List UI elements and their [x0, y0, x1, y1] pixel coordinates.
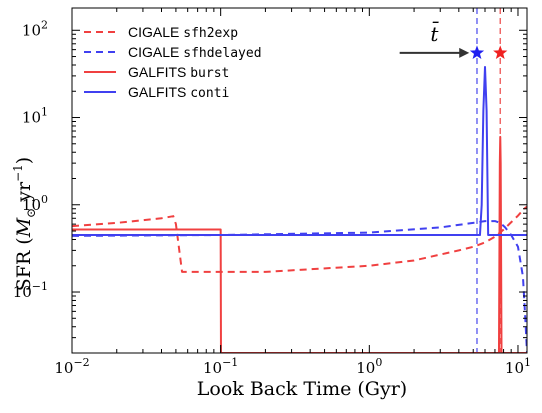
legend-label-1: CIGALE sfhdelayed [128, 44, 262, 61]
legend-label-code: burst [190, 66, 229, 81]
legend-label-3: GALFITS conti [128, 84, 229, 101]
y-tick-exponent: −1 [32, 280, 48, 293]
tbar-annotation: t̄ [399, 21, 508, 59]
y-tick-base: 10 [22, 196, 41, 214]
y-title-superscript: −1 [11, 164, 25, 182]
y-tick-base: 10 [13, 283, 32, 301]
x-axis-title: Look Back Time (Gyr) [197, 378, 407, 400]
legend-label-code: sfhdelayed [183, 46, 261, 61]
x-tick-base: 10 [54, 359, 73, 377]
x-tick-base: 10 [203, 359, 222, 377]
series-line-0 [72, 205, 527, 273]
y-title-subscript: ⊙ [24, 208, 38, 218]
x-tick-exponent: 1 [524, 356, 531, 369]
y-axis-title: SFR (M⊙ yr−1) [11, 157, 38, 291]
y-tick-label-1: 100 [22, 193, 48, 214]
series-line-2 [72, 135, 527, 353]
y-title-unit: yr [13, 181, 35, 208]
x-tick-base: 10 [356, 359, 375, 377]
x-tick-label-1: 10−1 [203, 356, 238, 377]
plot-frame [71, 7, 528, 354]
y-title-suffix: ) [13, 157, 35, 164]
x-tick-exponent: −2 [73, 356, 89, 369]
y-tick-label-2: 101 [22, 106, 48, 127]
y-tick-base: 10 [22, 21, 41, 39]
legend-label-text: CIGALE [128, 44, 183, 60]
star-marker-0 [469, 45, 485, 59]
legend-label-text: GALFITS [128, 84, 190, 100]
y-tick-exponent: 1 [41, 106, 48, 119]
legend-label-2: GALFITS burst [128, 64, 229, 81]
series-line-1 [72, 220, 527, 353]
legend-label-0: CIGALE sfh2exp [128, 24, 238, 41]
y-tick-base: 10 [22, 109, 41, 127]
y-tick-exponent: 0 [41, 193, 48, 206]
x-tick-exponent: −1 [222, 356, 238, 369]
annotation-arrow-head [459, 47, 470, 58]
x-tick-label-3: 101 [505, 356, 531, 377]
legend-label-code: conti [190, 86, 229, 101]
legend-label-text: CIGALE [128, 24, 183, 40]
legend-label-code: sfh2exp [183, 26, 238, 41]
y-title-symbol: M [13, 217, 35, 238]
legend-label-text: GALFITS [128, 64, 190, 80]
star-marker-1 [493, 45, 508, 59]
y-tick-exponent: 2 [41, 18, 48, 31]
tbar-label: t̄ [430, 21, 439, 46]
plot-content [72, 8, 527, 353]
x-tick-exponent: 0 [375, 356, 382, 369]
x-tick-label-2: 100 [356, 356, 382, 377]
x-tick-label-0: 10−2 [54, 356, 89, 377]
y-tick-label-3: 102 [22, 18, 48, 39]
y-title-prefix: SFR ( [13, 237, 35, 291]
y-tick-label-0: 10−1 [13, 280, 48, 301]
series-line-3 [72, 65, 527, 237]
x-tick-base: 10 [505, 359, 524, 377]
